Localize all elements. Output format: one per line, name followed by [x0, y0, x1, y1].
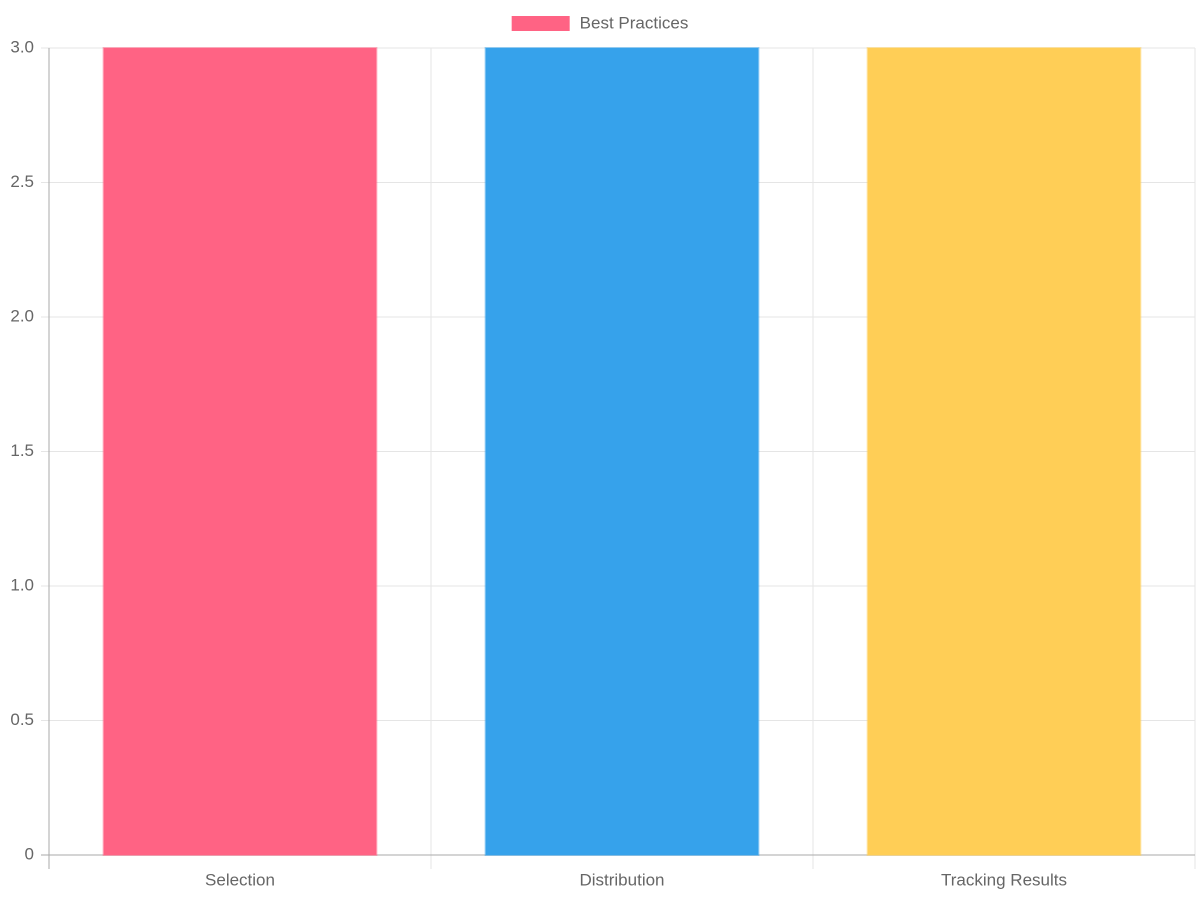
legend-swatch	[511, 16, 570, 31]
legend-label: Best Practices	[580, 13, 689, 32]
y-tick-label: 3.0	[10, 37, 34, 56]
y-tick-label: 2.5	[10, 172, 34, 191]
bar	[102, 47, 378, 856]
y-tick-label: 0.5	[10, 710, 34, 729]
x-tick-label: Selection	[205, 870, 275, 889]
y-tick-label: 1.0	[10, 575, 34, 594]
x-tick-label: Distribution	[579, 870, 664, 889]
bar	[484, 47, 760, 856]
y-tick-label: 1.5	[10, 441, 34, 460]
bar	[866, 47, 1142, 856]
x-tick-label: Tracking Results	[941, 870, 1067, 889]
y-tick-label: 2.0	[10, 306, 34, 325]
y-tick-label: 0	[25, 844, 34, 863]
